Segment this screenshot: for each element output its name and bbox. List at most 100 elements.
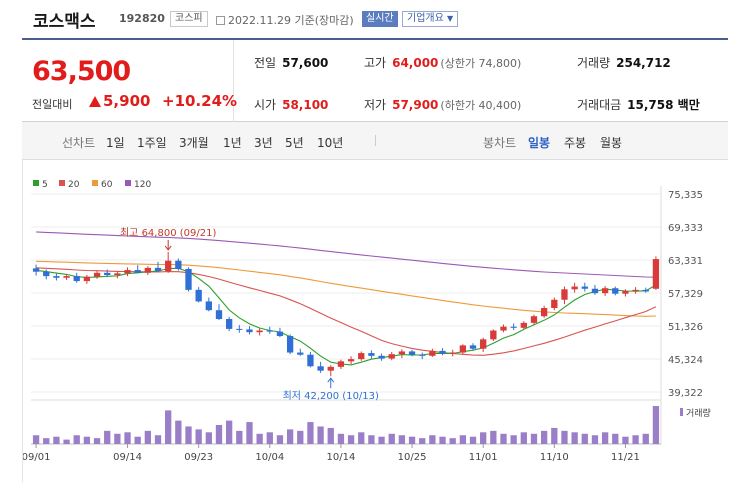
candle-body bbox=[297, 352, 304, 355]
volume-bar bbox=[185, 426, 192, 444]
candle-body bbox=[185, 268, 192, 290]
stock-header: 코스맥스 192820 코스피 2022.11.29 기준(장마감) 실시간 기… bbox=[0, 0, 729, 36]
ma-legend-swatch bbox=[92, 180, 98, 186]
x-tick-label: 10/14 bbox=[327, 452, 356, 463]
candle-body bbox=[551, 299, 558, 309]
y-tick-label: 57,329 bbox=[668, 289, 703, 300]
x-tick-label: 11/21 bbox=[611, 452, 640, 463]
market-badge: 코스피 bbox=[170, 11, 208, 27]
candle-body bbox=[490, 330, 497, 340]
volume-bar bbox=[327, 427, 334, 444]
chevron-down-icon: ▼ bbox=[447, 14, 454, 23]
candle-chart-label: 봉차트 bbox=[483, 136, 517, 150]
price-change: 5,900 bbox=[103, 92, 151, 110]
up-triangle-icon bbox=[89, 96, 101, 107]
volume-bar bbox=[429, 435, 436, 444]
quote-panel: 63,500 전일대비 5,900 +10.24% 전일 57,600 고가 64,… bbox=[22, 38, 728, 122]
candle-body bbox=[632, 289, 639, 291]
candle-body bbox=[134, 270, 141, 273]
candle-body bbox=[63, 276, 70, 278]
volume-bar bbox=[571, 432, 578, 444]
candle-body bbox=[581, 286, 588, 289]
candle-body bbox=[530, 316, 538, 323]
y-tick-label: 45,324 bbox=[668, 355, 703, 366]
volume-bar bbox=[520, 432, 527, 444]
volume-bar bbox=[581, 433, 588, 444]
volume-bar bbox=[408, 436, 416, 444]
candle-body bbox=[205, 301, 212, 311]
x-tick-label: 11/10 bbox=[540, 452, 569, 463]
tab-3y[interactable]: 3년 bbox=[254, 136, 273, 150]
volume-bar bbox=[134, 436, 141, 444]
candle-body bbox=[368, 353, 375, 356]
volume-bar bbox=[165, 410, 172, 444]
ma-legend-label: 20 bbox=[68, 180, 80, 190]
price-chart[interactable]: 5 20 60 120 75,335 69,333 63,331 57,329 51,326 45… bbox=[22, 160, 728, 482]
change-rate: +10.24% bbox=[162, 92, 238, 110]
stat-prev-value: 57,600 bbox=[282, 56, 329, 70]
candle-body bbox=[246, 329, 253, 333]
candle-body bbox=[266, 330, 273, 332]
tab-1w[interactable]: 1주일 bbox=[137, 136, 167, 150]
tab-1y[interactable]: 1년 bbox=[223, 136, 242, 150]
realtime-button[interactable]: 실시간 bbox=[362, 11, 398, 27]
tab-monthly[interactable]: 월봉 bbox=[600, 136, 623, 150]
stat-high: 고가 64,000 (상한가 74,800) bbox=[364, 54, 521, 71]
y-tick-label: 39,322 bbox=[668, 388, 703, 399]
candle-body bbox=[358, 353, 365, 360]
candle-body bbox=[540, 308, 548, 317]
stock-name: 코스맥스 bbox=[33, 12, 96, 32]
volume-bar bbox=[368, 435, 375, 444]
ma-legend-swatch bbox=[33, 180, 39, 186]
candle-body bbox=[510, 326, 517, 328]
tab-10y[interactable]: 10년 bbox=[317, 136, 344, 150]
volume-bar bbox=[398, 435, 406, 444]
company-info-button[interactable]: 기업개요 ▼ bbox=[402, 11, 459, 27]
volume-bar bbox=[286, 429, 294, 444]
ma-line bbox=[36, 267, 657, 366]
volume-bar bbox=[246, 422, 253, 444]
tab-weekly[interactable]: 주봉 bbox=[564, 136, 587, 150]
candle-body bbox=[307, 354, 314, 367]
candle-body bbox=[114, 273, 121, 276]
tab-3m[interactable]: 3개월 bbox=[179, 136, 209, 150]
candle-body bbox=[601, 288, 609, 294]
ma-line bbox=[36, 267, 657, 356]
stat-low-label: 저가 bbox=[364, 98, 387, 112]
stat-open-value: 58,100 bbox=[282, 98, 329, 112]
candle-body bbox=[165, 260, 172, 272]
candle-body bbox=[317, 366, 324, 371]
ma-legend-swatch bbox=[59, 180, 65, 186]
volume-bar bbox=[114, 433, 121, 444]
tab-5y[interactable]: 5년 bbox=[285, 136, 304, 150]
volume-bar bbox=[307, 422, 314, 444]
volume-bar bbox=[469, 436, 477, 444]
candle-body bbox=[144, 267, 152, 273]
volume-bar bbox=[83, 436, 91, 444]
volume-bar bbox=[632, 435, 639, 444]
base-date: 2022.11.29 기준(장마감) bbox=[216, 12, 354, 28]
candlestick-chart-svg[interactable]: 5 20 60 120 75,335 69,333 63,331 57,329 51,326 45… bbox=[22, 160, 729, 482]
volume-bar bbox=[93, 438, 101, 444]
candle-body bbox=[480, 339, 487, 349]
volume-bar bbox=[215, 425, 223, 444]
candle-body bbox=[419, 354, 426, 356]
volume-bar bbox=[591, 435, 599, 444]
volume-bar bbox=[124, 432, 131, 444]
candle-body bbox=[398, 351, 406, 355]
volume-bar bbox=[358, 432, 365, 444]
volume-bar bbox=[266, 432, 273, 444]
volume-bar bbox=[540, 430, 548, 444]
tab-1d[interactable]: 1일 bbox=[106, 136, 125, 150]
stat-amount-value: 15,758 백만 bbox=[627, 98, 700, 112]
volume-bar bbox=[510, 435, 517, 444]
stat-amount-label: 거래대금 bbox=[577, 98, 622, 112]
x-tick-label: 09/23 bbox=[184, 452, 213, 463]
y-tick-label: 51,326 bbox=[668, 322, 703, 333]
stat-volume-value: 254,712 bbox=[616, 56, 671, 70]
y-tick-label: 75,335 bbox=[668, 190, 703, 201]
candle-body bbox=[520, 322, 527, 328]
candle-body bbox=[104, 272, 111, 276]
volume-bar bbox=[175, 420, 182, 444]
tab-daily[interactable]: 일봉 bbox=[528, 136, 551, 150]
